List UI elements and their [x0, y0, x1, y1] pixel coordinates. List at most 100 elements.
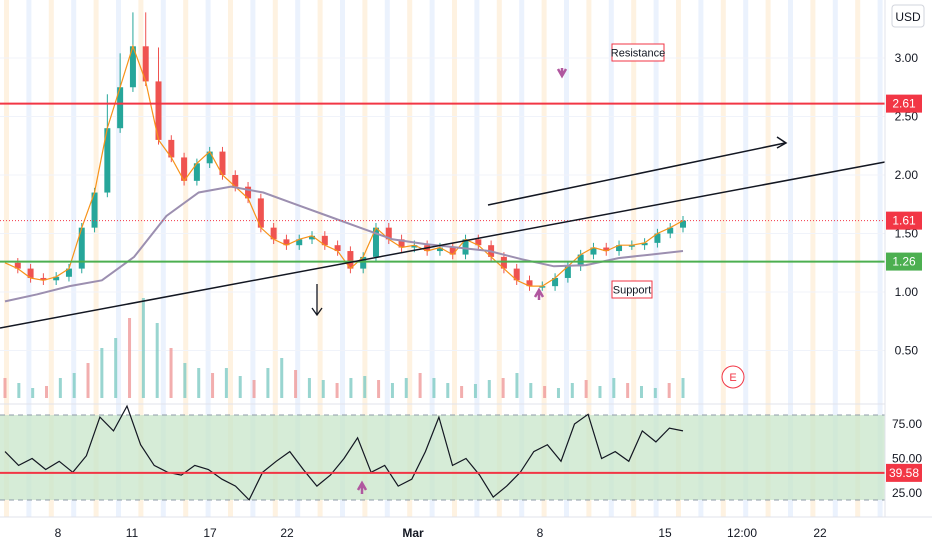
volume-bar	[446, 383, 450, 398]
date-tick-label: 17	[203, 526, 217, 540]
candle	[654, 228, 661, 248]
price-line	[4, 44, 684, 287]
session-band	[26, 0, 32, 517]
volume-bar	[86, 363, 90, 398]
candle	[398, 234, 405, 253]
session-band	[765, 0, 771, 517]
date-tick-label: 8	[537, 526, 544, 540]
candle	[385, 222, 392, 245]
volume-bar	[543, 386, 547, 398]
session-band	[586, 0, 592, 517]
candle	[104, 94, 111, 198]
volume-bar	[432, 378, 436, 398]
volume-bar	[377, 380, 381, 398]
svg-text:1.26: 1.26	[892, 255, 916, 269]
volume-bar	[653, 388, 657, 398]
volume-bar	[294, 370, 298, 398]
candle	[14, 258, 21, 274]
candle	[513, 263, 520, 285]
date-tick-label: 11	[126, 526, 139, 540]
indicator-level-tag: 39.58	[886, 463, 922, 482]
volume-bar	[390, 383, 394, 398]
volume-bar	[31, 388, 35, 398]
session-band	[855, 0, 861, 517]
currency-button[interactable]: USD	[891, 4, 925, 28]
price-axis[interactable]: 3.00 2.50 2.00 1.50 1.00 0.50	[895, 51, 919, 358]
earnings-icon[interactable]: E	[721, 365, 745, 389]
svg-text:Resistance: Resistance	[611, 48, 665, 60]
candle	[270, 222, 277, 245]
date-tick-label: 8	[55, 526, 62, 540]
svg-text:2.61: 2.61	[892, 97, 916, 111]
svg-text:USD: USD	[895, 10, 921, 24]
candle	[142, 12, 149, 87]
volume-bars	[3, 298, 685, 398]
volume-bar	[128, 318, 132, 398]
session-band	[743, 0, 749, 517]
volume-bar	[224, 368, 228, 398]
volume-bar	[238, 376, 242, 398]
candle	[91, 187, 98, 233]
volume-bar	[155, 323, 159, 398]
time-axis[interactable]: 8 11 17 22 Mar 8 15 12:00 22	[55, 526, 827, 540]
candle	[321, 231, 328, 250]
trendline-lower[interactable]	[0, 161, 886, 329]
volume-bar	[639, 386, 643, 398]
price-tick-label: 2.00	[895, 168, 919, 182]
volume-bar	[72, 373, 76, 398]
volume-bar	[612, 378, 616, 398]
session-band	[407, 0, 413, 517]
volume-bar	[570, 383, 574, 398]
session-band	[832, 0, 838, 517]
date-tick-label: 15	[658, 526, 672, 540]
down-marker-icon	[556, 68, 568, 79]
volume-bar	[349, 378, 353, 398]
session-band	[631, 0, 637, 517]
volume-bar	[307, 378, 311, 398]
volume-bar	[473, 384, 477, 398]
volume-bar	[584, 380, 588, 398]
indicator-tick-label: 75.00	[892, 417, 922, 431]
session-band	[228, 0, 233, 517]
volume-bar	[598, 386, 602, 398]
candle	[603, 242, 610, 256]
session-band	[452, 0, 457, 517]
volume-bar	[321, 380, 325, 398]
volume-bar	[169, 348, 173, 398]
candle	[334, 240, 341, 256]
session-band	[720, 0, 726, 517]
last-price-tag: 1.61	[886, 211, 922, 230]
candle	[129, 12, 136, 92]
indicator-axis[interactable]: 75.00 50.00 25.00	[892, 417, 922, 500]
volume-bar	[183, 363, 187, 398]
price-tick-label: 2.50	[895, 110, 919, 124]
volume-bar	[3, 378, 7, 398]
support-price-tag: 1.26	[886, 252, 922, 271]
volume-bar	[211, 373, 215, 398]
trendline-arrow[interactable]	[487, 142, 786, 206]
date-tick-label: 22	[813, 526, 827, 540]
volume-bar	[626, 383, 630, 398]
price-tick-label: 3.00	[895, 51, 919, 65]
volume-bar	[529, 383, 533, 398]
candle	[309, 231, 316, 245]
resistance-label[interactable]: Resistance	[611, 43, 665, 62]
session-band	[877, 0, 883, 517]
candle	[680, 215, 686, 233]
price-tick-label: 1.00	[895, 285, 919, 299]
session-band	[205, 0, 211, 517]
session-band	[272, 0, 278, 517]
indicator-tick-label: 25.00	[892, 486, 922, 500]
support-label[interactable]: Support	[611, 280, 653, 299]
volume-bar	[681, 378, 685, 398]
session-band	[116, 0, 121, 517]
date-tick-label: 22	[280, 526, 294, 540]
session-band	[541, 0, 547, 517]
candle	[27, 263, 34, 283]
candle	[590, 242, 597, 260]
candle	[155, 47, 162, 145]
candle	[616, 240, 623, 256]
candlestick-series	[14, 12, 686, 291]
resistance-price-tag: 2.61	[886, 94, 922, 113]
